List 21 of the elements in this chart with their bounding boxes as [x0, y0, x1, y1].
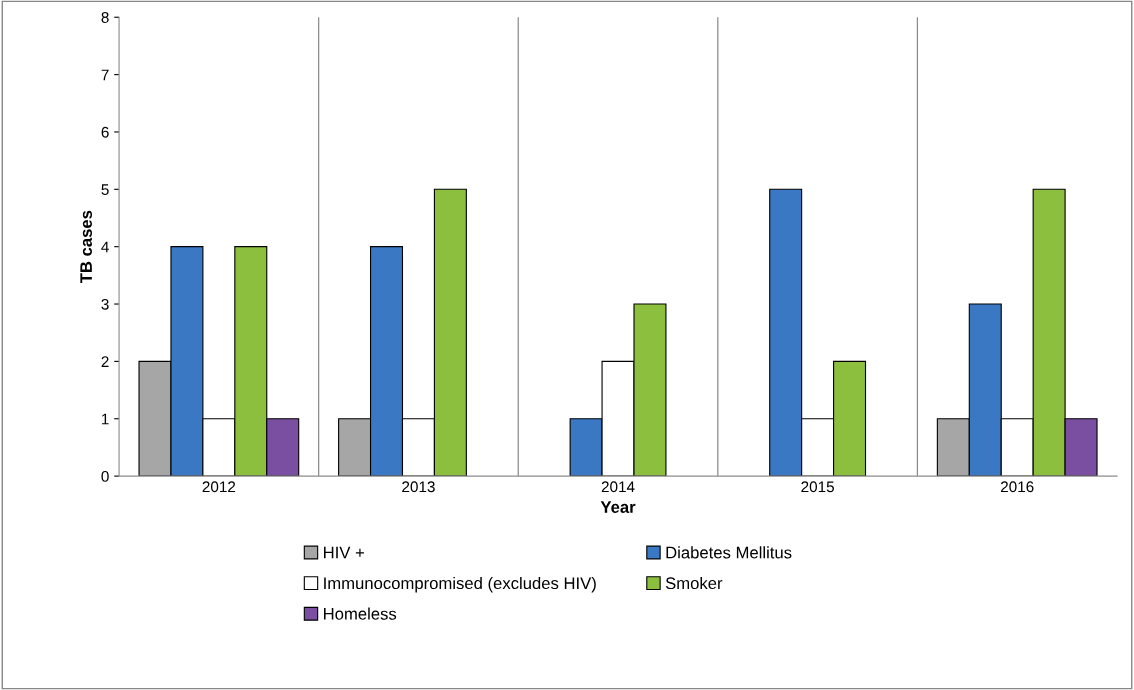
y-tick-label: 4	[101, 241, 109, 253]
legend-label: Diabetes Mellitus	[666, 546, 792, 559]
x-axis-title: Year	[600, 501, 636, 513]
y-axis-title: TB cases	[80, 210, 92, 284]
y-tick-label: 5	[101, 184, 109, 195]
y-tick-label: 8	[101, 12, 109, 23]
x-tick-label: 2016	[1000, 481, 1034, 493]
y-tick-label: 7	[101, 69, 109, 81]
legend-label: Homeless	[324, 607, 397, 620]
y-tick-label: 2	[101, 356, 109, 367]
y-tick-label: 1	[102, 413, 109, 425]
x-tick-label: 2014	[601, 481, 635, 493]
x-tick-label: 2015	[801, 481, 834, 493]
legend-label: Smoker	[665, 576, 723, 590]
y-tick-label: 6	[101, 126, 109, 138]
x-tick-label: 2013	[402, 481, 435, 493]
legend-label: Immunocompromised (excludes HIV)	[324, 576, 596, 593]
y-tick-label: 0	[101, 470, 109, 482]
y-tick-label: 3	[101, 298, 109, 310]
legend-label: HIV +	[324, 546, 364, 559]
x-tick-label: 2012	[202, 481, 236, 493]
